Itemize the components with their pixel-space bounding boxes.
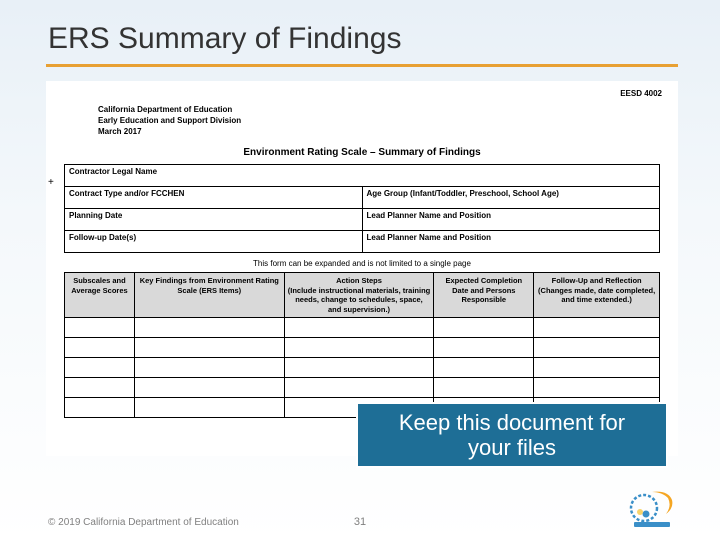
dept-line-2: Early Education and Support Division xyxy=(98,116,664,127)
findings-cell xyxy=(284,357,434,377)
findings-cell xyxy=(284,377,434,397)
dept-line-3: March 2017 xyxy=(98,127,664,138)
copyright: © 2019 California Department of Educatio… xyxy=(48,517,239,528)
info-cell-left: Planning Date xyxy=(65,209,363,231)
findings-cell xyxy=(65,397,135,417)
expand-plus-icon: + xyxy=(48,177,54,188)
findings-column-header: Action Steps(Include instructional mater… xyxy=(284,273,434,318)
findings-cell xyxy=(134,397,284,417)
callout-line-1: Keep this document for xyxy=(399,410,625,435)
form-title: Environment Rating Scale – Summary of Fi… xyxy=(60,147,664,158)
findings-cell xyxy=(284,317,434,337)
findings-cell xyxy=(134,377,284,397)
findings-cell xyxy=(284,337,434,357)
table-row xyxy=(65,317,660,337)
findings-cell xyxy=(434,377,534,397)
findings-cell xyxy=(65,337,135,357)
callout-line-2: your files xyxy=(468,435,556,460)
info-cell-left: Follow-up Date(s) xyxy=(65,231,363,253)
form-id: EESD 4002 xyxy=(620,89,662,98)
findings-column-header: Subscales and Average Scores xyxy=(65,273,135,318)
findings-column-header: Key Findings from Environment Rating Sca… xyxy=(134,273,284,318)
table-row xyxy=(65,377,660,397)
findings-cell xyxy=(434,317,534,337)
page-number: 31 xyxy=(354,516,366,528)
info-table: Contractor Legal NameContract Type and/o… xyxy=(64,164,660,253)
findings-cell xyxy=(134,357,284,377)
findings-cell xyxy=(534,357,660,377)
keep-document-callout: Keep this document for your files xyxy=(356,402,668,468)
info-cell: Contractor Legal Name xyxy=(65,165,660,187)
slide-title: ERS Summary of Findings xyxy=(0,0,720,64)
expand-note: This form can be expanded and is not lim… xyxy=(60,259,664,268)
info-cell-right: Lead Planner Name and Position xyxy=(362,209,660,231)
info-cell-left: Contract Type and/or FCCHEN xyxy=(65,187,363,209)
findings-cell xyxy=(134,317,284,337)
findings-cell xyxy=(134,337,284,357)
table-row xyxy=(65,357,660,377)
findings-cell xyxy=(65,317,135,337)
findings-column-header: Follow-Up and Reflection(Changes made, d… xyxy=(534,273,660,318)
cde-logo-icon xyxy=(628,486,676,528)
findings-cell xyxy=(534,317,660,337)
findings-cell xyxy=(65,377,135,397)
info-cell-right: Age Group (Infant/Toddler, Preschool, Sc… xyxy=(362,187,660,209)
findings-cell xyxy=(534,337,660,357)
findings-table: Subscales and Average ScoresKey Findings… xyxy=(64,272,660,418)
findings-cell xyxy=(434,357,534,377)
department-block: California Department of Education Early… xyxy=(98,105,664,137)
footer: © 2019 California Department of Educatio… xyxy=(0,517,720,528)
title-underline xyxy=(46,64,678,67)
findings-cell xyxy=(434,337,534,357)
form-document: EESD 4002 California Department of Educa… xyxy=(46,81,678,456)
findings-cell xyxy=(534,377,660,397)
findings-column-header: Expected Completion Date and Persons Res… xyxy=(434,273,534,318)
info-cell-right: Lead Planner Name and Position xyxy=(362,231,660,253)
table-row xyxy=(65,337,660,357)
dept-line-1: California Department of Education xyxy=(98,105,664,116)
findings-cell xyxy=(65,357,135,377)
